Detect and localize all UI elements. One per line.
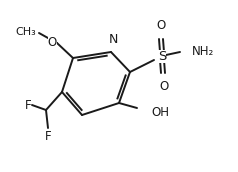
Text: CH₃: CH₃ <box>15 27 36 37</box>
Text: F: F <box>45 130 51 143</box>
Text: S: S <box>158 50 166 62</box>
Text: O: O <box>48 35 57 49</box>
Text: O: O <box>159 80 169 93</box>
Text: N: N <box>108 33 118 46</box>
Text: O: O <box>156 19 166 32</box>
Text: OH: OH <box>151 105 169 119</box>
Text: F: F <box>24 99 31 111</box>
Text: NH₂: NH₂ <box>192 45 214 57</box>
